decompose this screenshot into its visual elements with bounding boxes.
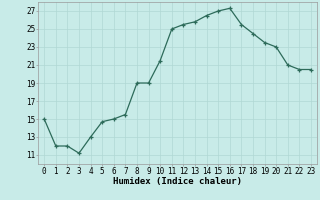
X-axis label: Humidex (Indice chaleur): Humidex (Indice chaleur) [113,177,242,186]
